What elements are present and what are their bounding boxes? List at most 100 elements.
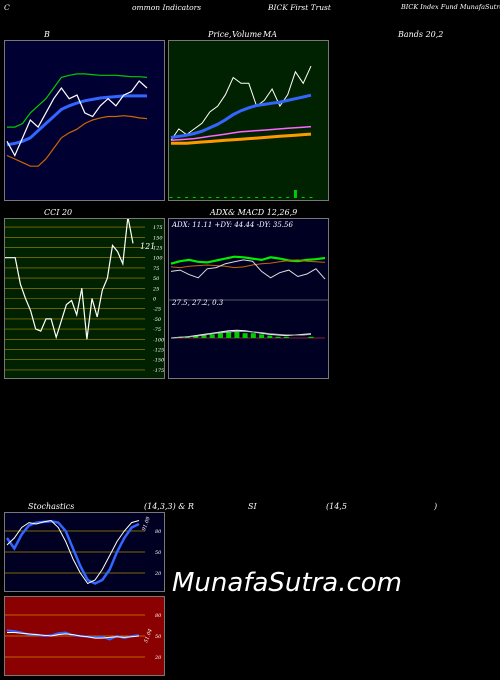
cci-tick-label: 75 (153, 266, 159, 272)
price-series-0 (170, 65, 312, 141)
adx-title: ADX (210, 208, 228, 217)
cci-line (5, 219, 134, 340)
cci-tick-label: 0 (153, 297, 157, 303)
header-c1: C (4, 3, 10, 12)
volume-bar (185, 197, 189, 198)
price-title-volume: Volume (232, 30, 262, 39)
stoch-value-label: 91.09 (141, 515, 152, 531)
stochastics-chart: 80 50 20 91.09 (5, 515, 162, 585)
cci-tick-label: -150 (153, 358, 164, 364)
rsi-chart: 80 50 20 51.04 (5, 613, 162, 661)
macd-hist-bar (308, 336, 314, 338)
stoch-k-line (5, 519, 140, 585)
macd-hist-bar (184, 336, 190, 338)
cci-tick-label: -100 (153, 337, 164, 343)
price-ma-chart (169, 65, 313, 198)
volume-bar (278, 197, 282, 198)
rsi-ma-line (7, 632, 140, 639)
adx-readout: ADX: 11.11 +DY: 44.44 -DY: 35.56 (172, 221, 293, 229)
stoch-title: Stochastics (28, 502, 75, 511)
macd-title: & MACD 12,26,9 (228, 208, 298, 217)
rsi-tick-label: 80 (155, 613, 162, 619)
cci-tick-label: 25 (152, 286, 159, 292)
bollinger-series-2 (6, 115, 148, 167)
cci-tick-label: 125 (153, 245, 163, 251)
header-common-indicators: ommon Indicators (132, 3, 202, 12)
macd-hist-bar (242, 333, 248, 338)
bollinger-title-bands: Bands 20,2 (398, 30, 444, 39)
macd-hist-bar (201, 334, 207, 338)
volume-bar (286, 197, 290, 198)
volume-bar (200, 197, 204, 198)
price-series-1 (170, 93, 312, 139)
macd-hist-bar (267, 335, 273, 338)
macd-hist-bar (283, 336, 289, 338)
price-series-3 (170, 125, 312, 142)
bollinger-title-b: B (44, 30, 50, 39)
volume-bar (169, 197, 173, 198)
macd-hist-bar (234, 332, 240, 338)
rsi-title-params: (14,5 (326, 502, 347, 511)
stoch-tick-label: 80 (155, 529, 162, 535)
adx-series-1 (170, 259, 326, 269)
volume-bar (177, 197, 181, 198)
volume-bar (239, 197, 243, 198)
stoch-params: (14,3,3) & R (144, 502, 194, 511)
rsi-title-si: SI (248, 502, 257, 511)
rsi-tick-label: 20 (154, 655, 162, 661)
volume-bar (223, 197, 227, 198)
price-title-ma: MA (263, 30, 277, 39)
volume-bar (247, 197, 251, 198)
watermark: MunafaSutra.com (172, 568, 403, 598)
volume-bar (208, 197, 212, 198)
macd-readout: 27.5, 27.2, 0.3 (172, 299, 224, 307)
bollinger-series-0 (7, 73, 148, 128)
volume-bar (216, 197, 220, 198)
rsi-value-label: 51.04 (143, 628, 154, 644)
rsi-title-close: ) (434, 502, 438, 511)
cci-tick-label: -50 (153, 317, 162, 323)
macd-hist-bar (250, 333, 256, 338)
bollinger-series-1 (6, 94, 147, 147)
bollinger-series-3 (6, 80, 148, 157)
cci-value-label: 121 (140, 242, 155, 251)
rsi-panel: 80 50 20 51.04 (4, 596, 165, 676)
cci-tick-label: 150 (153, 235, 163, 241)
volume-bar (301, 197, 305, 198)
volume-bar (231, 197, 235, 198)
bollinger-panel (4, 40, 165, 201)
cci-tick-label: -25 (153, 307, 161, 313)
bollinger-chart (6, 73, 148, 167)
cci-panel: 175 150 125 100 75 50 25 0 -25 -50 -75 -100 -125 -150… (4, 218, 165, 379)
stoch-d-line (6, 519, 140, 585)
macd-hist-bar (209, 334, 215, 338)
header-fund-name: BICK Index Fund MunafaSutra.com (401, 3, 500, 11)
volume-bar (262, 197, 266, 198)
price-series-2 (171, 132, 312, 145)
macd-hist-bar (226, 332, 232, 338)
price-title-price: Price, (208, 30, 232, 39)
cci-title: CCI 20 (44, 208, 73, 217)
cci-tick-label: 100 (153, 256, 163, 262)
rsi-tick-label: 50 (155, 634, 162, 640)
cci-tick-label: -175 (153, 368, 164, 374)
cci-chart: 175 150 125 100 75 50 25 0 -25 -50 -75 -100 -125 -150… (5, 219, 164, 374)
volume-bar (293, 190, 297, 198)
adx-macd-panel: ADX: 11.11 +DY: 44.44 -DY: 35.56 27.5, 2… (168, 218, 329, 379)
macd-hist-bar (259, 334, 265, 338)
volume-bar (255, 197, 259, 198)
cci-tick-label: 50 (153, 276, 160, 282)
macd-signal-line (170, 330, 312, 339)
stoch-tick-label: 50 (155, 550, 162, 556)
volume-bar (309, 197, 313, 198)
header-symbol: BICK First Trust (268, 3, 331, 12)
adx-macd-chart (169, 255, 328, 339)
price-ma-panel (168, 40, 329, 201)
macd-hist-bar (217, 332, 223, 338)
macd-hist-bar (275, 336, 281, 338)
cci-tick-label: 175 (153, 225, 163, 231)
volume-bar (270, 197, 274, 198)
cci-tick-label: -75 (153, 327, 161, 333)
adx-series-2 (170, 259, 326, 280)
stoch-tick-label: 20 (154, 571, 162, 577)
